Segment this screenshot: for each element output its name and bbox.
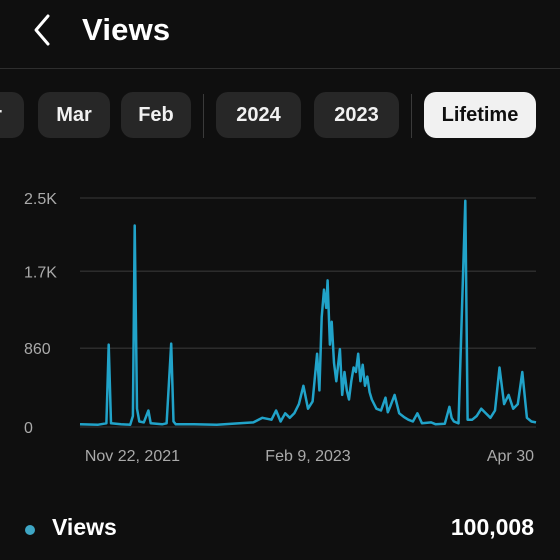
period-chip-row: r Mar Feb 2024 2023 Lifetime [0, 92, 560, 140]
chip-2024[interactable]: 2024 [216, 92, 301, 138]
legend-label: Views [52, 514, 117, 540]
y-tick-label: 860 [24, 341, 51, 358]
chip-feb[interactable]: Feb [121, 92, 191, 138]
chip-2023[interactable]: 2023 [314, 92, 399, 138]
chip-mar[interactable]: Mar [38, 92, 110, 138]
y-tick-label: 1.7K [24, 264, 57, 281]
x-tick-label: Apr 30 [487, 448, 534, 465]
chart-legend: Views 100,008 [0, 508, 560, 548]
y-tick-label: 0 [24, 420, 33, 437]
views-line-chart: 2.5K 1.7K 860 0 Nov 22, 2021 Feb 9, 2023 Apr 3… [24, 191, 537, 465]
chip-partial[interactable]: r [0, 92, 24, 138]
legend-dot-icon [25, 525, 35, 535]
back-button[interactable] [22, 10, 62, 50]
x-tick-label: Feb 9, 2023 [265, 448, 351, 465]
back-arrow-icon [34, 14, 50, 46]
chip-divider [203, 94, 204, 138]
total-views-value: 100,008 [450, 514, 534, 540]
page-title: Views [82, 12, 171, 47]
x-tick-label: Nov 22, 2021 [85, 448, 180, 465]
app-header: Views [0, 0, 560, 69]
views-series-line [79, 199, 537, 426]
y-tick-label: 2.5K [24, 191, 57, 208]
chip-divider [411, 94, 412, 138]
views-chart: 2.5K 1.7K 860 0 Nov 22, 2021 Feb 9, 2023 Apr 3… [0, 180, 560, 480]
chip-lifetime[interactable]: Lifetime [424, 92, 536, 138]
